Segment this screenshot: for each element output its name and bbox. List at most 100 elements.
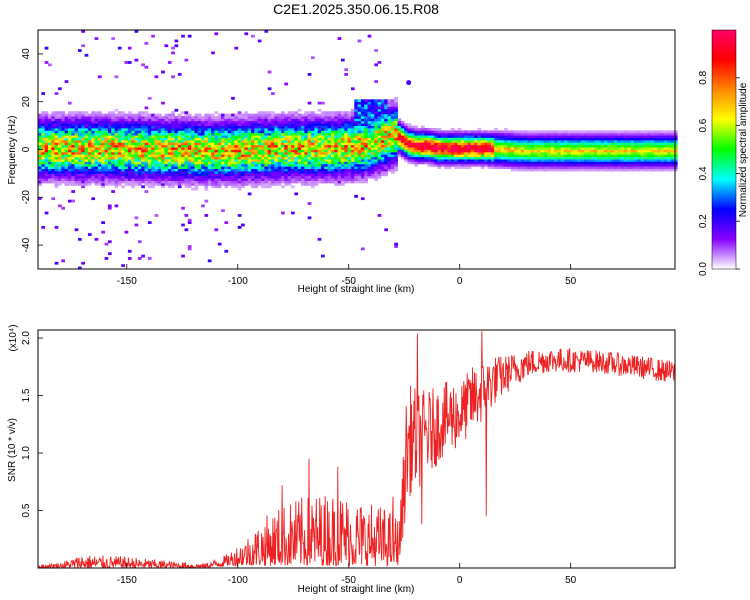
spectrogram-cell [387, 144, 392, 148]
spectrogram-cell [547, 144, 552, 148]
spectrogram-cell [663, 130, 668, 134]
spectrogram-cell [327, 118, 332, 122]
spectrogram-cell [593, 132, 598, 136]
spectrogram-cell [64, 178, 69, 181]
spectrogram-cell [267, 185, 272, 189]
spectrogram-cell [244, 132, 249, 136]
spectrogram-cell [271, 151, 275, 155]
spectrogram-cell [454, 135, 458, 138]
spectrogram-y-label: Frequency (Hz) [7, 116, 18, 185]
spectrogram-cell [234, 116, 239, 119]
spectrogram-cell [131, 142, 135, 146]
spectrogram-cell [370, 156, 375, 160]
spectrogram-cell [653, 139, 658, 143]
spectrogram-cell [157, 168, 162, 172]
spectrogram-cell [194, 163, 199, 167]
spectrogram-cell [340, 180, 345, 184]
spectrogram-cell [340, 178, 345, 181]
spectrogram-cell [184, 130, 189, 134]
spectrogram-cell [197, 142, 202, 146]
spectrogram-cell [87, 137, 92, 141]
spectrogram-cell [251, 156, 255, 160]
spectrogram-cell [91, 123, 95, 126]
spectrogram-cell [360, 144, 365, 148]
spectrogram-cell [474, 139, 478, 143]
snr-x-tick-label: 50 [565, 575, 577, 586]
spectrogram-cell [224, 123, 229, 126]
spectrogram-cell [487, 132, 492, 136]
spectrogram-cell [111, 156, 115, 160]
spectrogram-cell [184, 132, 189, 136]
spectrogram-cell [360, 108, 365, 112]
spectrogram-cell [580, 151, 585, 155]
spectrogram-cell [147, 161, 152, 165]
spectrogram-cell [107, 182, 112, 186]
spectrogram-cell [281, 116, 285, 119]
spectrogram-cell [620, 151, 625, 155]
spectrogram-cell [653, 163, 658, 167]
spectrogram-cell [57, 125, 62, 129]
spectrogram-x-tick-label: 0 [457, 276, 463, 287]
spectrogram-cell [134, 120, 139, 124]
spectrogram-cell [347, 120, 352, 124]
spectrogram-cell [241, 163, 245, 167]
spectrogram-cell [94, 166, 99, 170]
spectrogram-cell [650, 161, 655, 165]
spectrogram-cell [241, 137, 245, 141]
spectrogram-cell [147, 180, 152, 184]
spectrogram-cell [317, 180, 322, 184]
spectrogram-cell [121, 156, 125, 160]
spectrogram-cell [84, 161, 89, 165]
spectrogram-cell [237, 142, 242, 146]
spectrogram-cell [87, 156, 92, 160]
spectrogram-cell [61, 125, 66, 129]
spectrogram-cell [187, 149, 192, 153]
spectrogram-cell [274, 139, 279, 143]
spectrogram-cell [464, 163, 468, 167]
spectrogram-cell [390, 149, 395, 153]
spectrogram-cell [404, 127, 408, 131]
spectrogram-cell [447, 154, 452, 158]
spectrogram-cell [304, 147, 309, 150]
spectrogram-cell [157, 144, 162, 148]
spectrogram-cell [334, 118, 339, 122]
spectrogram-cell [567, 151, 572, 155]
spectrogram-cell [207, 175, 212, 179]
spectrogram-cell [380, 173, 385, 177]
spectrogram-cell [217, 168, 222, 172]
spectrogram-cell [370, 161, 375, 165]
spectrogram-cell [254, 168, 259, 172]
spectrogram-cell [337, 135, 342, 138]
spectrogram-cell [297, 156, 302, 160]
spectrogram-cell [167, 166, 172, 170]
spectrogram-cell [87, 175, 92, 179]
spectrogram-cell [340, 142, 345, 146]
spectrogram-cell [524, 144, 528, 148]
spectrogram-cell [134, 161, 139, 165]
spectrogram-cell [114, 123, 119, 126]
spectrogram-cell [277, 182, 282, 186]
spectrogram-cell [91, 130, 95, 134]
spectrogram-cell [460, 135, 465, 138]
spectrogram-cell [440, 147, 445, 150]
spectrogram-cell [204, 171, 209, 174]
spectrogram-cell [394, 154, 398, 158]
spectrogram-cell [350, 149, 355, 153]
spectrogram-cell [404, 135, 408, 138]
spectrogram-cell [374, 175, 378, 179]
spectrogram-cell [114, 142, 119, 146]
spectrogram-cell [380, 139, 385, 143]
spectrogram-cell [404, 156, 408, 160]
spectrogram-cell [357, 106, 362, 110]
spectrogram-cell [667, 144, 671, 148]
spectrogram-cell [430, 135, 435, 138]
spectrogram-cell [254, 139, 259, 143]
spectrogram-cell [264, 111, 269, 115]
spectrogram-cell [41, 125, 46, 129]
spectrogram-cell [387, 123, 392, 126]
spectrogram-cell [87, 142, 92, 146]
spectrogram-cell [667, 168, 671, 172]
spectrogram-cell [334, 142, 339, 146]
spectrogram-cell [444, 130, 448, 134]
spectrogram-cell [487, 147, 492, 150]
